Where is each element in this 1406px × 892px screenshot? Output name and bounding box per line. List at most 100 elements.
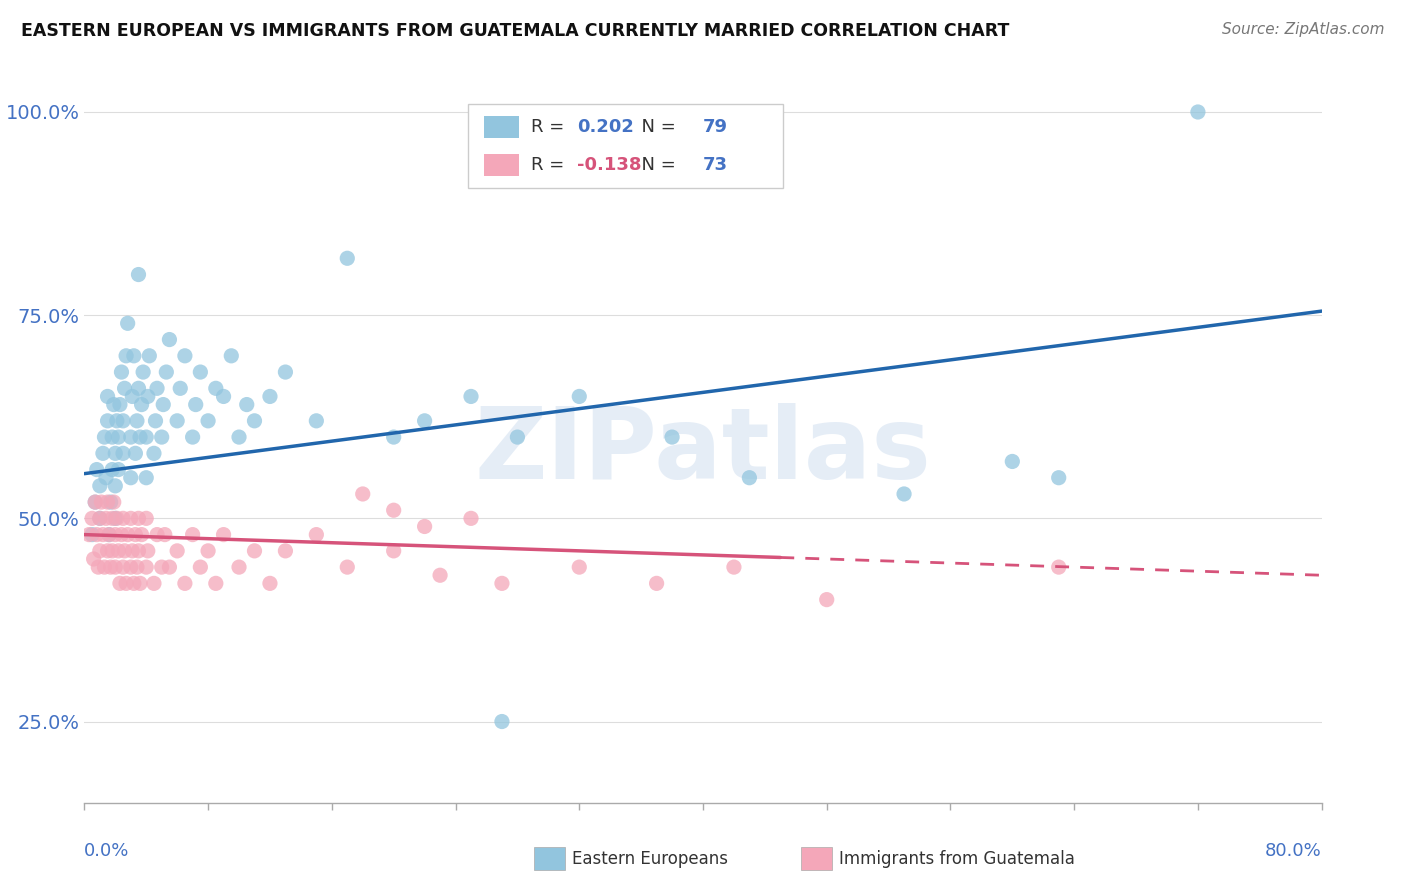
Point — [143, 576, 166, 591]
Point — [146, 527, 169, 541]
Point — [129, 576, 152, 591]
Text: Source: ZipAtlas.com: Source: ZipAtlas.com — [1222, 22, 1385, 37]
Point — [93, 560, 115, 574]
Text: Eastern Europeans: Eastern Europeans — [572, 850, 728, 868]
Point — [89, 511, 111, 525]
Point — [243, 544, 266, 558]
Point — [115, 576, 138, 591]
Point — [155, 365, 177, 379]
Point — [169, 381, 191, 395]
Point — [145, 414, 167, 428]
Point — [460, 389, 482, 403]
Point — [135, 511, 157, 525]
Point — [174, 576, 197, 591]
Point — [105, 511, 128, 525]
Point — [1047, 560, 1070, 574]
Point — [235, 398, 259, 412]
Point — [138, 349, 160, 363]
Point — [738, 471, 761, 485]
Point — [93, 430, 115, 444]
Point — [382, 544, 405, 558]
Point — [96, 495, 118, 509]
Point — [84, 495, 107, 509]
Point — [120, 511, 142, 525]
Point — [94, 471, 117, 485]
Point — [259, 389, 281, 403]
Point — [491, 714, 513, 729]
Text: Immigrants from Guatemala: Immigrants from Guatemala — [839, 850, 1076, 868]
Point — [108, 398, 131, 412]
Point — [274, 544, 297, 558]
Point — [228, 560, 250, 574]
Point — [305, 414, 328, 428]
Point — [197, 544, 219, 558]
Text: 0.0%: 0.0% — [84, 842, 129, 860]
Point — [135, 471, 157, 485]
Point — [1001, 454, 1024, 468]
Point — [110, 365, 132, 379]
Point — [91, 527, 114, 541]
Text: R =: R = — [531, 156, 569, 174]
Point — [82, 511, 104, 525]
Point — [125, 414, 148, 428]
Point — [243, 414, 266, 428]
Point — [305, 527, 328, 541]
Point — [124, 527, 146, 541]
Point — [124, 446, 146, 460]
Point — [131, 398, 153, 412]
Point — [1187, 105, 1209, 120]
Text: 79: 79 — [703, 118, 728, 136]
Point — [87, 560, 110, 574]
Point — [112, 414, 135, 428]
Point — [150, 430, 173, 444]
Text: 80.0%: 80.0% — [1265, 842, 1322, 860]
Point — [506, 430, 529, 444]
Text: R =: R = — [531, 118, 569, 136]
Point — [96, 389, 118, 403]
Point — [212, 527, 235, 541]
Point — [131, 527, 153, 541]
Point — [108, 576, 131, 591]
Point — [101, 462, 124, 476]
Point — [212, 389, 235, 403]
Point — [114, 544, 136, 558]
Point — [352, 487, 374, 501]
FancyBboxPatch shape — [468, 104, 783, 188]
Point — [197, 414, 219, 428]
Point — [429, 568, 451, 582]
Point — [98, 527, 121, 541]
Point — [121, 544, 143, 558]
Point — [153, 527, 176, 541]
Point — [135, 560, 157, 574]
Point — [82, 527, 104, 541]
Text: 73: 73 — [703, 156, 728, 174]
Point — [101, 544, 124, 558]
Point — [104, 446, 127, 460]
Point — [152, 398, 174, 412]
Point — [723, 560, 745, 574]
Point — [100, 495, 122, 509]
Point — [129, 430, 152, 444]
Point — [181, 527, 204, 541]
Point — [413, 414, 436, 428]
Point — [117, 527, 139, 541]
Point — [259, 576, 281, 591]
Point — [96, 414, 118, 428]
Point — [103, 495, 125, 509]
Point — [117, 316, 139, 330]
Point — [413, 519, 436, 533]
Point — [274, 365, 297, 379]
Point — [127, 381, 149, 395]
Point — [893, 487, 915, 501]
Point — [89, 479, 111, 493]
Point — [94, 511, 117, 525]
Point — [661, 430, 683, 444]
Point — [127, 268, 149, 282]
Point — [159, 333, 180, 347]
Point — [104, 511, 127, 525]
Point — [146, 381, 169, 395]
Point — [166, 544, 188, 558]
Point — [107, 462, 129, 476]
Point — [114, 381, 136, 395]
Point — [135, 430, 157, 444]
